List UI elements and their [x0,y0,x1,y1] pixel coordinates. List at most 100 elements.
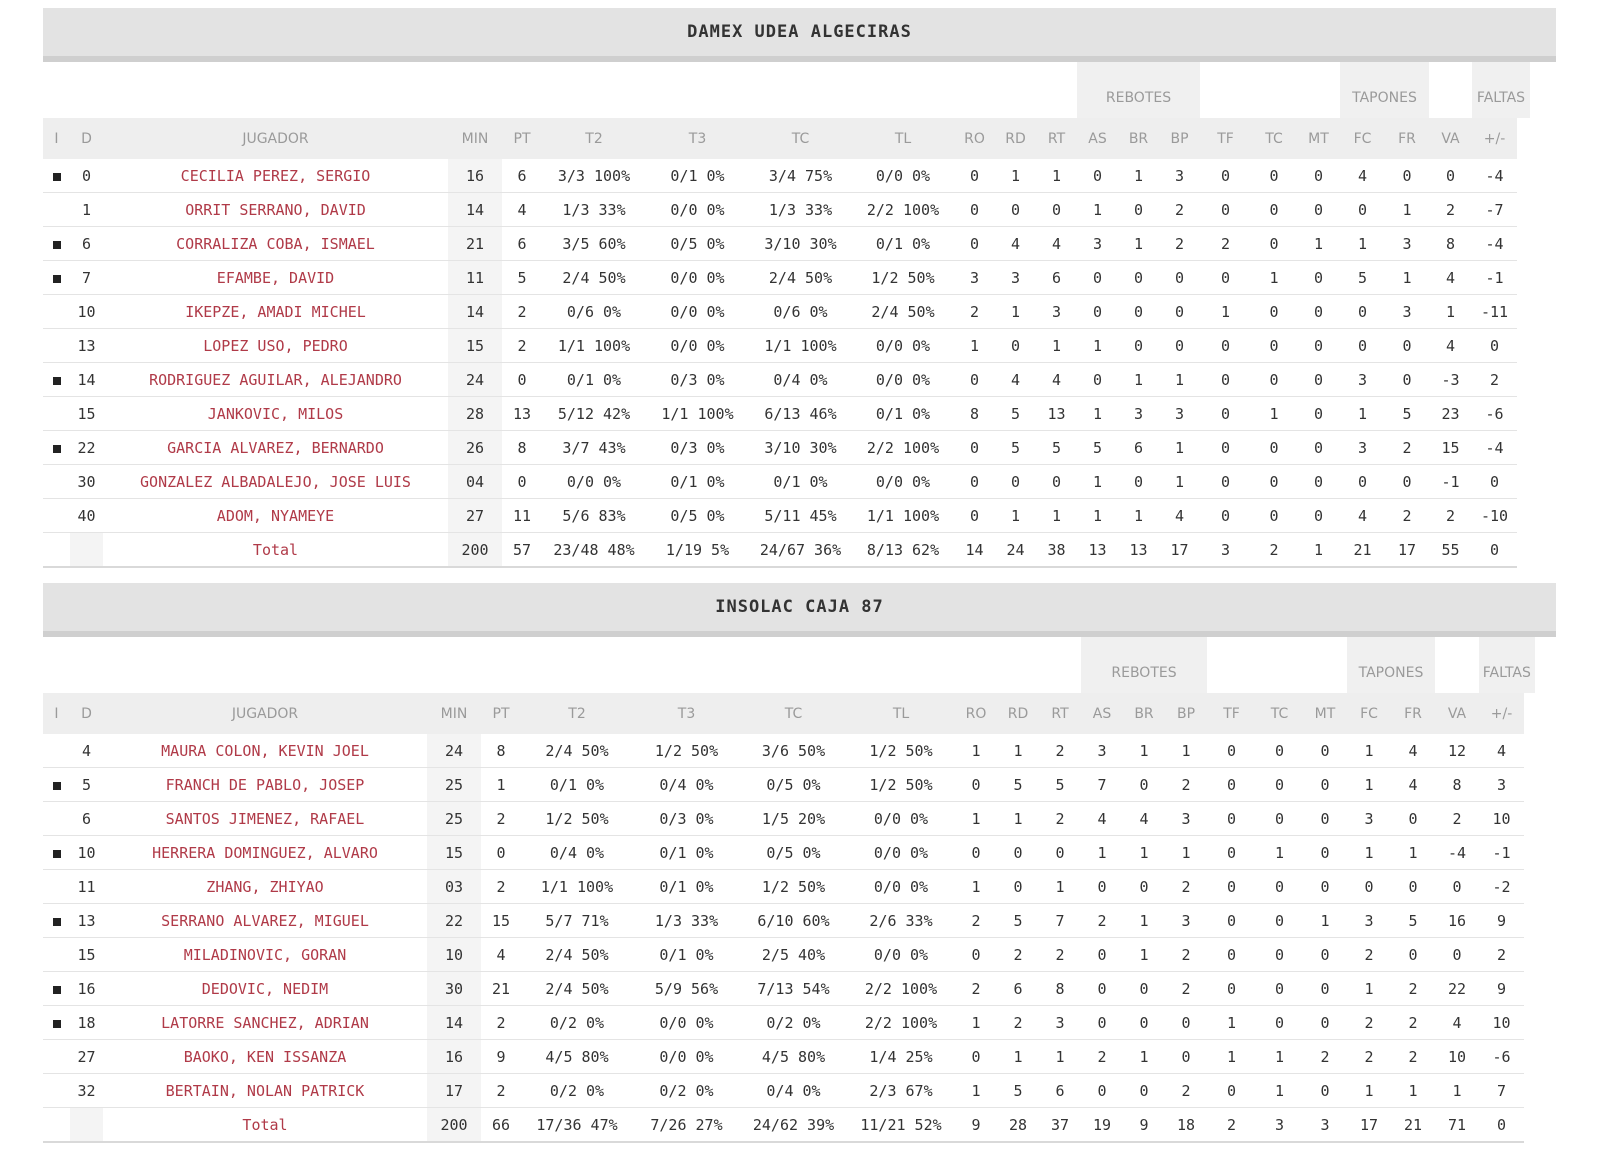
column-header[interactable]: RT [1036,118,1077,159]
player-name-link[interactable]: HERRERA DOMINGUEZ, ALVARO [103,835,427,870]
stat-fc: 2 [1347,1005,1391,1040]
stat-fr: 0 [1391,869,1435,904]
column-header[interactable]: JUGADOR [103,118,448,159]
player-name-link[interactable]: ADOM, NYAMEYE [103,498,448,533]
column-header[interactable]: AS [1077,118,1118,159]
column-header[interactable]: FC [1347,693,1391,734]
column-header[interactable]: BP [1165,693,1207,734]
column-header[interactable]: T3 [646,118,749,159]
stat-mt: 1 [1303,903,1347,938]
column-header[interactable]: JUGADOR [103,693,427,734]
player-name-link[interactable]: GONZALEZ ALBADALEJO, JOSE LUIS [103,464,448,499]
stat-tc: 0 [1251,226,1297,261]
player-name-link[interactable]: CORRALIZA COBA, ISMAEL [103,226,448,261]
player-name-link[interactable]: GARCIA ALVAREZ, BERNARDO [103,430,448,465]
column-header[interactable]: MIN [448,118,502,159]
stat-br: 1 [1123,937,1165,972]
player-name-link[interactable]: SERRANO ALVAREZ, MIGUEL [103,903,427,938]
player-name-link[interactable]: SANTOS JIMENEZ, RAFAEL [103,801,427,836]
player-name-link[interactable]: MILADINOVIC, GORAN [103,937,427,972]
player-name-link[interactable]: IKEPZE, AMADI MICHEL [103,294,448,329]
stat-fr: 5 [1385,396,1429,431]
column-header[interactable]: RD [995,118,1036,159]
column-header[interactable]: MT [1297,118,1340,159]
column-header[interactable]: D [70,118,103,159]
column-header[interactable]: TL [847,693,955,734]
player-name-link[interactable]: LOPEZ USO, PEDRO [103,328,448,363]
player-name-link[interactable]: LATORRE SANCHEZ, ADRIAN [103,1005,427,1040]
column-header[interactable]: +/- [1479,693,1524,734]
stat-bp: 3 [1159,159,1200,193]
player-name-link[interactable]: EFAMBE, DAVID [103,260,448,295]
column-header[interactable]: FR [1385,118,1429,159]
player-name-link[interactable]: MAURA COLON, KEVIN JOEL [103,734,427,768]
column-header[interactable]: TL [852,118,954,159]
player-name-link[interactable]: ORRIT SERRANO, DAVID [103,192,448,227]
column-header[interactable]: RO [954,118,995,159]
stat-fr: 0 [1391,801,1435,836]
stat-fr: 2 [1391,1039,1435,1074]
player-name-link[interactable]: JANKOVIC, MILOS [103,396,448,431]
column-header[interactable]: T2 [542,118,646,159]
player-name-link[interactable]: BAOKO, KEN ISSANZA [103,1039,427,1074]
column-header[interactable]: MIN [427,693,481,734]
column-header[interactable]: TC [740,693,847,734]
column-header[interactable]: TC [749,118,852,159]
column-header[interactable]: TF [1207,693,1256,734]
column-header[interactable]: FC [1340,118,1385,159]
column-header[interactable]: VA [1429,118,1472,159]
stat-tc: 3/4 75% [749,159,852,193]
stat-va: 12 [1435,734,1479,768]
player-name-link[interactable]: DEDOVIC, NEDIM [103,971,427,1006]
stat-pt: 4 [502,192,542,227]
column-header[interactable]: RO [955,693,997,734]
player-name-link[interactable]: CECILIA PEREZ, SERGIO [103,159,448,193]
column-header[interactable]: RT [1039,693,1081,734]
stat-br: 9 [1123,1107,1165,1143]
stat-br: 1 [1123,1039,1165,1074]
starter-indicator [43,362,70,397]
column-header[interactable]: I [43,118,70,159]
column-header[interactable]: BR [1118,118,1159,159]
player-name-link[interactable]: FRANCH DE PABLO, JOSEP [103,767,427,802]
stat-rd: 1 [995,498,1036,533]
stat-rd: 5 [995,396,1036,431]
player-row: 10 IKEPZE, AMADI MICHEL 14 2 0/6 0% 0/0 0% 0/6… [43,294,1556,329]
column-header[interactable]: MT [1303,693,1347,734]
stat-min: 14 [427,1005,481,1040]
column-header[interactable]: BP [1159,118,1200,159]
stat-mt: 0 [1303,1073,1347,1108]
stat-tl: 2/2 100% [852,430,954,465]
stat-va: 0 [1435,937,1479,972]
stat-t3: 0/0 0% [646,328,749,363]
column-header[interactable]: TC [1251,118,1297,159]
player-row: 5 FRANCH DE PABLO, JOSEP 25 1 0/1 0% 0/4 0% 0/… [43,767,1556,802]
column-header[interactable]: I [43,693,70,734]
column-header[interactable]: T3 [633,693,740,734]
stat-tl: 1/2 50% [852,260,954,295]
stat-mt: 0 [1297,159,1340,193]
column-header[interactable]: TF [1200,118,1251,159]
stat-plus-minus: 3 [1479,767,1524,802]
column-header[interactable]: T2 [521,693,633,734]
column-header[interactable]: PT [502,118,542,159]
stat-t2: 0/2 0% [521,1073,633,1108]
column-header[interactable]: TC [1256,693,1303,734]
column-header[interactable]: D [70,693,103,734]
column-header[interactable]: PT [481,693,521,734]
column-header[interactable]: VA [1435,693,1479,734]
column-header[interactable]: AS [1081,693,1123,734]
stat-t2: 1/3 33% [542,192,646,227]
column-header[interactable]: FR [1391,693,1435,734]
player-row: 1 ORRIT SERRANO, DAVID 14 4 1/3 33% 0/0 0% 1/3… [43,192,1556,227]
stat-tc: 6/10 60% [740,903,847,938]
team-box-score-algeciras: DAMEX UDEA ALGECIRAS REBOTES TAPONES FALTAS… [43,8,1556,568]
stat-bp: 3 [1159,396,1200,431]
stat-br: 0 [1123,767,1165,802]
player-name-link[interactable]: BERTAIN, NOLAN PATRICK [103,1073,427,1108]
column-header[interactable]: RD [997,693,1039,734]
column-header[interactable]: BR [1123,693,1165,734]
player-name-link[interactable]: ZHANG, ZHIYAO [103,869,427,904]
column-header[interactable]: +/- [1472,118,1517,159]
player-name-link[interactable]: RODRIGUEZ AGUILAR, ALEJANDRO [103,362,448,397]
